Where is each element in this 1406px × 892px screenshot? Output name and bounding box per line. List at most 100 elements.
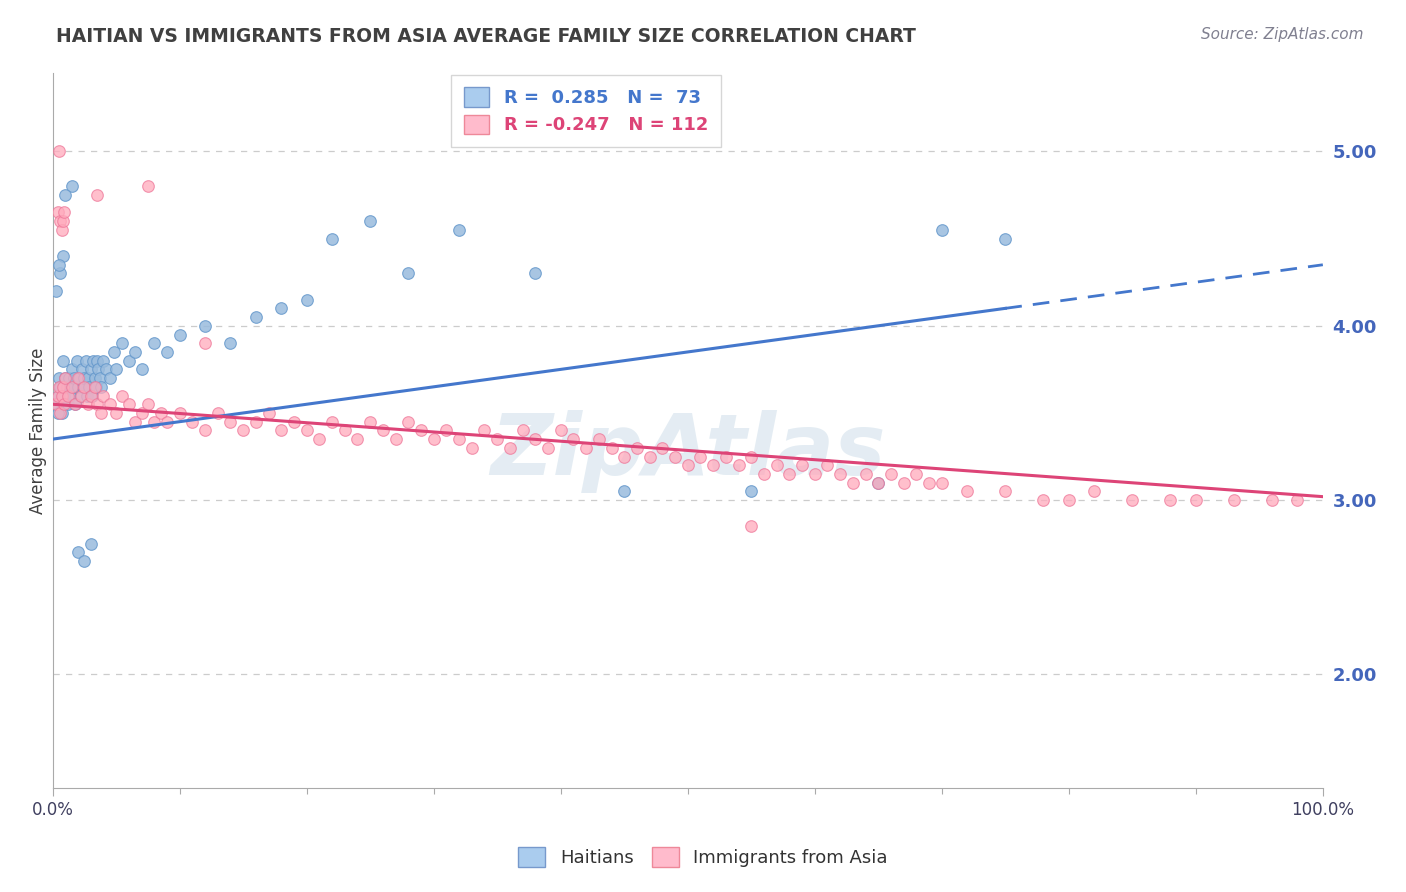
- Text: ZipAtlas: ZipAtlas: [489, 410, 886, 493]
- Point: [1223, 493, 1246, 508]
- Point: [664, 450, 686, 464]
- Point: [321, 415, 343, 429]
- Point: [136, 179, 159, 194]
- Point: [69, 388, 91, 402]
- Point: [49, 267, 72, 281]
- Legend: Haitians, Immigrants from Asia: Haitians, Immigrants from Asia: [512, 839, 894, 874]
- Point: [283, 415, 305, 429]
- Point: [308, 432, 330, 446]
- Point: [512, 424, 534, 438]
- Point: [842, 475, 865, 490]
- Point: [111, 388, 134, 402]
- Point: [752, 467, 775, 481]
- Point: [588, 432, 610, 446]
- Point: [83, 380, 105, 394]
- Point: [48, 258, 70, 272]
- Point: [359, 214, 381, 228]
- Point: [232, 424, 254, 438]
- Point: [98, 371, 121, 385]
- Point: [1057, 493, 1080, 508]
- Point: [65, 397, 87, 411]
- Point: [79, 380, 101, 394]
- Point: [72, 380, 94, 394]
- Point: [84, 380, 107, 394]
- Point: [45, 284, 67, 298]
- Point: [52, 353, 75, 368]
- Point: [803, 467, 825, 481]
- Point: [66, 371, 89, 385]
- Point: [461, 441, 484, 455]
- Point: [52, 214, 75, 228]
- Point: [207, 406, 229, 420]
- Point: [46, 205, 69, 219]
- Point: [740, 450, 762, 464]
- Point: [880, 467, 903, 481]
- Point: [73, 554, 96, 568]
- Point: [868, 475, 890, 490]
- Point: [156, 345, 179, 359]
- Point: [53, 397, 76, 411]
- Point: [855, 467, 877, 481]
- Point: [270, 424, 292, 438]
- Point: [86, 188, 108, 202]
- Point: [60, 179, 83, 194]
- Point: [76, 388, 98, 402]
- Point: [931, 223, 953, 237]
- Point: [149, 406, 172, 420]
- Point: [53, 371, 76, 385]
- Legend: R =  0.285   N =  73, R = -0.247   N = 112: R = 0.285 N = 73, R = -0.247 N = 112: [451, 75, 721, 147]
- Point: [53, 205, 76, 219]
- Point: [73, 380, 96, 394]
- Point: [1032, 493, 1054, 508]
- Point: [613, 450, 636, 464]
- Point: [53, 188, 76, 202]
- Point: [111, 336, 134, 351]
- Point: [245, 310, 267, 324]
- Point: [359, 415, 381, 429]
- Point: [80, 388, 103, 402]
- Point: [1083, 484, 1105, 499]
- Point: [62, 380, 84, 394]
- Point: [194, 318, 217, 333]
- Point: [434, 424, 457, 438]
- Point: [52, 380, 75, 394]
- Point: [80, 537, 103, 551]
- Point: [51, 388, 73, 402]
- Point: [956, 484, 979, 499]
- Point: [52, 249, 75, 263]
- Point: [371, 424, 394, 438]
- Point: [58, 371, 80, 385]
- Point: [169, 327, 191, 342]
- Point: [143, 415, 166, 429]
- Point: [66, 353, 89, 368]
- Point: [63, 371, 86, 385]
- Point: [90, 406, 112, 420]
- Point: [48, 145, 70, 159]
- Point: [790, 458, 813, 473]
- Y-axis label: Average Family Size: Average Family Size: [30, 347, 46, 514]
- Point: [46, 388, 69, 402]
- Point: [295, 424, 318, 438]
- Point: [676, 458, 699, 473]
- Point: [124, 345, 146, 359]
- Point: [136, 397, 159, 411]
- Point: [45, 397, 67, 411]
- Point: [918, 475, 941, 490]
- Point: [295, 293, 318, 307]
- Point: [93, 388, 115, 402]
- Point: [245, 415, 267, 429]
- Point: [817, 458, 839, 473]
- Point: [98, 397, 121, 411]
- Point: [94, 362, 117, 376]
- Point: [66, 380, 89, 394]
- Point: [727, 458, 749, 473]
- Point: [156, 415, 179, 429]
- Point: [70, 362, 93, 376]
- Point: [59, 388, 82, 402]
- Point: [89, 371, 111, 385]
- Point: [333, 424, 356, 438]
- Point: [118, 353, 141, 368]
- Point: [53, 388, 76, 402]
- Point: [384, 432, 406, 446]
- Point: [905, 467, 928, 481]
